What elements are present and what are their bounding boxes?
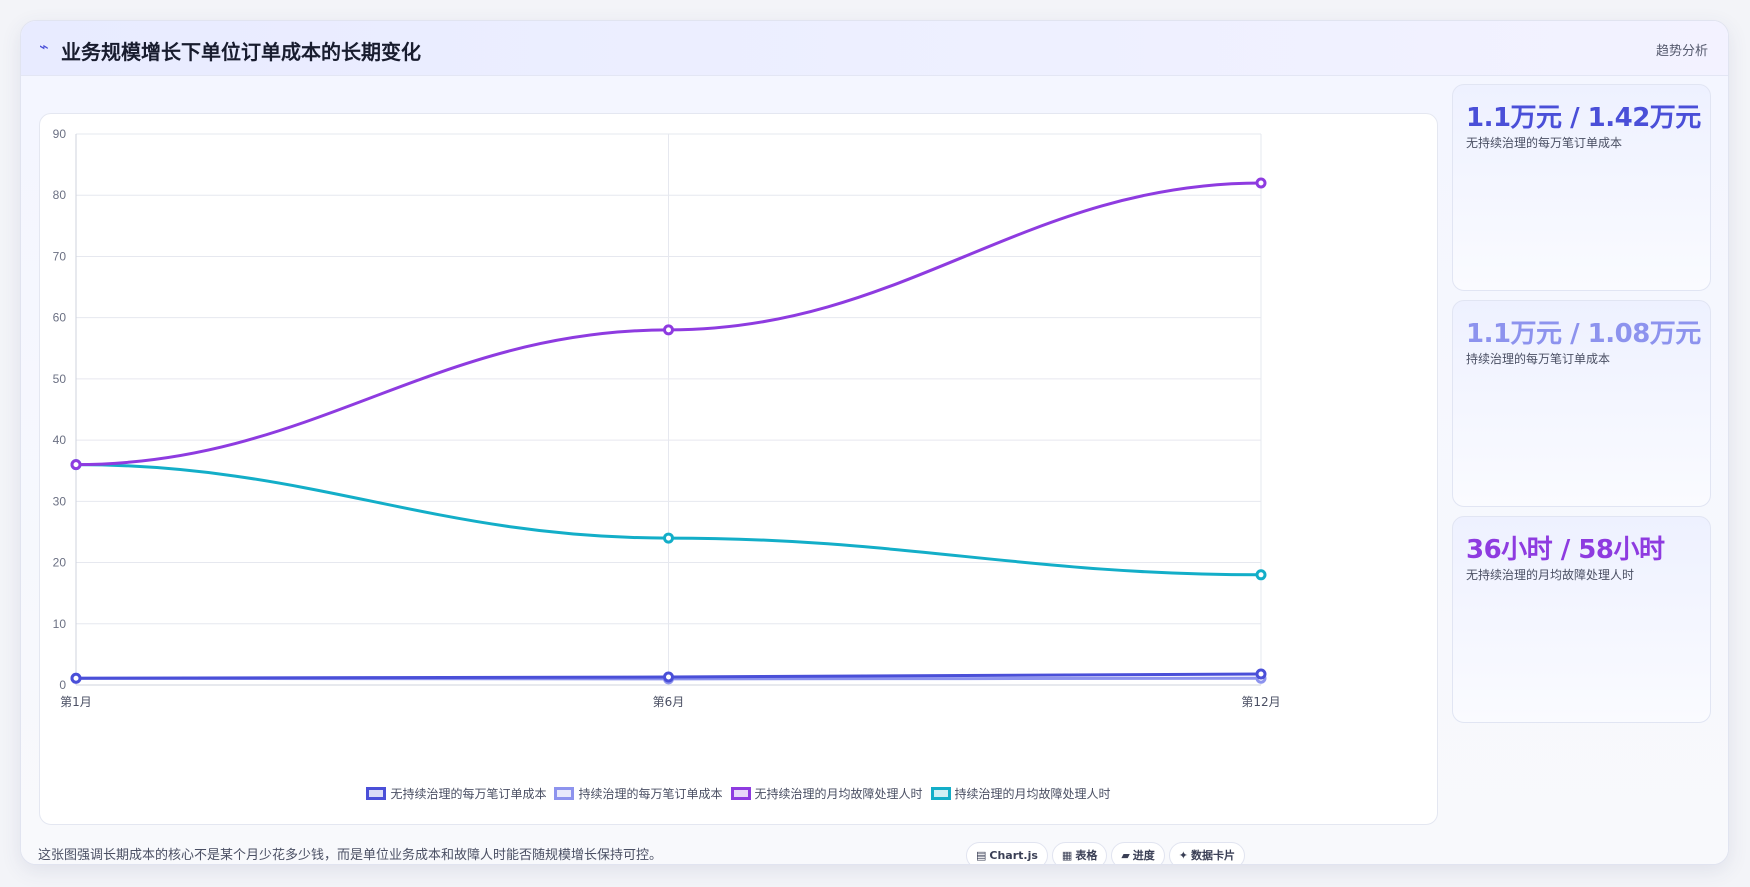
legend-item[interactable]: 持续治理的每万笔订单成本 bbox=[554, 785, 723, 802]
data-point-series-1 bbox=[1255, 668, 1267, 680]
legend-label: 无持续治理的每万笔订单成本 bbox=[390, 787, 547, 801]
chart-panel: 0 10 20 30 40 50 60 70 80 90 第1月 第6月 第12月 无持续治理的每万笔订… bbox=[39, 113, 1438, 825]
stat-card-3: 36小时 / 58小时 无持续治理的月均故障处理人时 bbox=[1452, 516, 1711, 723]
legend-label: 无持续治理的月均故障处理人时 bbox=[754, 787, 923, 801]
stat-value: 36小时 / 58小时 bbox=[1466, 535, 1665, 565]
x-tick-label: 第6月 bbox=[653, 695, 685, 709]
data-point-series-1 bbox=[663, 671, 674, 683]
stat-label: 无持续治理的每万笔订单成本 bbox=[1466, 136, 1623, 150]
card-header: ⌁ 业务规模增长下单位订单成本的长期变化 趋势分析 bbox=[21, 21, 1728, 76]
data-point-series-3 bbox=[1255, 177, 1267, 189]
chip-data-card[interactable]: ✦ 数据卡片 bbox=[1168, 842, 1246, 864]
y-tick-label: 70 bbox=[53, 249, 67, 263]
table-icon: ▦ bbox=[1061, 849, 1073, 862]
category-tag: 趋势分析 bbox=[1655, 44, 1708, 59]
progress-icon: ▰ bbox=[1121, 849, 1130, 862]
y-tick-label: 10 bbox=[53, 617, 67, 631]
legend-swatch bbox=[554, 787, 575, 800]
chart-legend: 无持续治理的每万笔订单成本 持续治理的每万笔订单成本 无持续治理的月均故障处理人时 持… bbox=[40, 785, 1437, 805]
chip-label: 表格 bbox=[1075, 849, 1098, 862]
legend-swatch bbox=[730, 787, 751, 800]
y-tick-label: 0 bbox=[59, 678, 66, 692]
legend-item[interactable]: 无持续治理的月均故障处理人时 bbox=[730, 785, 923, 802]
x-tick-label: 第1月 bbox=[60, 695, 92, 709]
chip-table[interactable]: ▦ 表格 bbox=[1051, 842, 1108, 864]
y-tick-label: 50 bbox=[53, 372, 67, 386]
data-point-series-4 bbox=[663, 532, 674, 544]
chart-icon: ▤ bbox=[976, 849, 987, 862]
trend-icon: ⌁ bbox=[39, 37, 49, 56]
stat-value: 1.1万元 / 1.08万元 bbox=[1466, 319, 1701, 349]
footer-note: 这张图强调长期成本的核心不是某个月少花多少钱，而是单位业务成本和故障人时能否随规… bbox=[38, 848, 663, 863]
data-point-series-1 bbox=[70, 672, 82, 684]
line-chart: 0 10 20 30 40 50 60 70 80 90 第1月 第6月 第12月 bbox=[53, 127, 1281, 709]
stat-label: 持续治理的每万笔订单成本 bbox=[1466, 352, 1611, 366]
chip-chartjs[interactable]: ▤ Chart.js bbox=[966, 842, 1048, 864]
page-title: 业务规模增长下单位订单成本的长期变化 bbox=[61, 40, 421, 64]
stat-label: 无持续治理的月均故障处理人时 bbox=[1466, 568, 1635, 582]
feature-chips: ▤ Chart.js ▦ 表格 ▰ 进度 ✦ 数据卡片 bbox=[966, 842, 1249, 864]
y-tick-label: 80 bbox=[53, 188, 67, 202]
chip-label: Chart.js bbox=[989, 849, 1038, 862]
y-tick-label: 90 bbox=[53, 127, 67, 141]
data-point-series-4 bbox=[1255, 569, 1267, 581]
legend-item[interactable]: 无持续治理的每万笔订单成本 bbox=[366, 785, 546, 802]
data-point-series-3 bbox=[70, 459, 82, 471]
data-point-series-3 bbox=[663, 324, 674, 336]
legend-item[interactable]: 持续治理的月均故障处理人时 bbox=[930, 785, 1111, 802]
chip-label: 数据卡片 bbox=[1191, 849, 1236, 862]
y-tick-label: 30 bbox=[53, 494, 67, 508]
dashboard-card: ⌁ 业务规模增长下单位订单成本的长期变化 趋势分析 0 10 20 30 40 50 60 7… bbox=[20, 20, 1729, 865]
legend-label: 持续治理的月均故障处理人时 bbox=[954, 787, 1111, 801]
legend-swatch bbox=[930, 787, 951, 800]
y-tick-label: 60 bbox=[53, 311, 67, 325]
legend-label: 持续治理的每万笔订单成本 bbox=[578, 787, 723, 801]
y-tick-label: 20 bbox=[53, 556, 67, 570]
chip-label: 进度 bbox=[1132, 849, 1155, 862]
stat-card-1: 1.1万元 / 1.42万元 无持续治理的每万笔订单成本 bbox=[1452, 84, 1711, 291]
chip-progress[interactable]: ▰ 进度 bbox=[1111, 842, 1165, 864]
card-body: 0 10 20 30 40 50 60 70 80 90 第1月 第6月 第12月 无持续治理的每万笔订… bbox=[21, 76, 1728, 864]
legend-swatch bbox=[366, 787, 387, 800]
x-tick-label: 第12月 bbox=[1241, 695, 1280, 709]
stat-card-2: 1.1万元 / 1.08万元 持续治理的每万笔订单成本 bbox=[1452, 300, 1711, 507]
card-icon: ✦ bbox=[1178, 849, 1189, 862]
y-tick-label: 40 bbox=[53, 433, 67, 447]
stat-value: 1.1万元 / 1.42万元 bbox=[1466, 103, 1701, 133]
